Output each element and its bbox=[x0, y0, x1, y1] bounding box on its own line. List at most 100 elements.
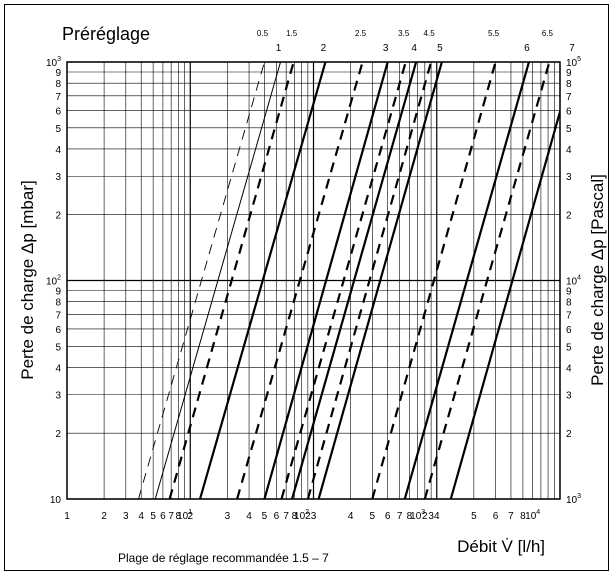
x-axis-label: Débit V̇ [l/h] bbox=[457, 537, 545, 556]
curve-label-1-5: 1.5 bbox=[286, 29, 298, 38]
x-tick-label: 8 bbox=[176, 511, 182, 522]
y-tick-label-right: 103 bbox=[566, 493, 581, 506]
curve-4-5 bbox=[306, 62, 433, 499]
y-tick-label-right: 9 bbox=[566, 68, 572, 79]
y-tick-label-left: 3 bbox=[55, 391, 61, 402]
x-tick-label: 101 bbox=[177, 509, 192, 522]
x-tick-label: 3 bbox=[225, 511, 231, 522]
y-tick-label-left: 102 bbox=[46, 275, 61, 288]
y-tick-label-right: 7 bbox=[566, 92, 572, 103]
curve-0-5 bbox=[138, 62, 265, 499]
plot-border bbox=[66, 61, 561, 500]
curve-label-5: 5 bbox=[437, 43, 443, 54]
y-axis-label-right: Perte de charge Δp [Pascal] bbox=[588, 174, 607, 386]
y-tick-label-left: 3 bbox=[55, 172, 61, 183]
curve-2 bbox=[198, 62, 327, 499]
y-tick-label-left: 8 bbox=[55, 298, 61, 309]
y-tick-label-right: 105 bbox=[566, 56, 581, 69]
x-tick-label: 102 bbox=[294, 509, 309, 522]
x-tick-label: 2 bbox=[187, 511, 193, 522]
y-tick-label-right: 8 bbox=[566, 79, 572, 90]
x-tick-label: 3 bbox=[311, 511, 317, 522]
y-tick-label-left: 9 bbox=[55, 286, 61, 297]
curve-5-5 bbox=[371, 62, 497, 499]
x-tick-label: 7 bbox=[397, 511, 403, 522]
y-tick-label-left: 4 bbox=[55, 145, 61, 156]
curve-label-2: 2 bbox=[321, 43, 327, 54]
x-tick-label: 8 bbox=[292, 511, 298, 522]
curve-label-6: 6 bbox=[524, 43, 530, 54]
chart-frame bbox=[4, 4, 609, 571]
y-tick-label-left: 4 bbox=[55, 363, 61, 374]
y-tick-label-right: 5 bbox=[566, 124, 572, 135]
curve-label-5-5: 5.5 bbox=[488, 29, 500, 38]
x-tick-label: 5 bbox=[370, 511, 376, 522]
y-tick-label-left: 103 bbox=[46, 56, 61, 69]
x-tick-label: 6 bbox=[385, 511, 391, 522]
x-tick-label: 2 bbox=[101, 511, 107, 522]
x-tick-label: 7 bbox=[168, 511, 174, 522]
y-tick-label-right: 2 bbox=[566, 211, 572, 222]
curve-6-5 bbox=[423, 62, 551, 499]
curve-label-3: 3 bbox=[383, 43, 389, 54]
y-tick-label-left: 8 bbox=[55, 79, 61, 90]
y-tick-label-left: 10 bbox=[50, 495, 62, 506]
y-tick-label-left: 7 bbox=[55, 92, 61, 103]
y-tick-label-right: 3 bbox=[566, 391, 572, 402]
x-tick-label: 5 bbox=[150, 511, 156, 522]
x-tick-label: 4 bbox=[348, 511, 354, 522]
curve-label-3-5: 3.5 bbox=[398, 29, 410, 38]
curve-1 bbox=[154, 62, 281, 499]
x-tick-label: 4 bbox=[434, 511, 440, 522]
x-tick-label: 3 bbox=[123, 511, 129, 522]
y-tick-label-right: 7 bbox=[566, 310, 572, 321]
x-tick-label: 8 bbox=[407, 511, 413, 522]
y-tick-label-right: 5 bbox=[566, 342, 572, 353]
x-tick-label: 3 bbox=[428, 511, 434, 522]
y-tick-label-right: 4 bbox=[566, 145, 572, 156]
x-tick-label: 2 bbox=[305, 511, 311, 522]
x-tick-label: 4 bbox=[138, 511, 144, 522]
curve-3 bbox=[263, 62, 389, 499]
x-tick-label: 104 bbox=[525, 509, 540, 522]
y-tick-label-right: 8 bbox=[566, 298, 572, 309]
y-axis-label-left: Perte de charge Δp [mbar] bbox=[18, 180, 37, 379]
y-tick-label-left: 5 bbox=[55, 124, 61, 135]
x-tick-label: 1 bbox=[64, 511, 70, 522]
curve-label-1: 1 bbox=[276, 43, 282, 54]
x-tick-label: 7 bbox=[508, 511, 514, 522]
curve-4 bbox=[291, 62, 418, 499]
curve-label-2-5: 2.5 bbox=[355, 29, 367, 38]
curve-label-6-5: 6.5 bbox=[542, 29, 554, 38]
y-tick-label-left: 6 bbox=[55, 106, 61, 117]
y-tick-label-right: 6 bbox=[566, 325, 572, 336]
curve-label-4: 4 bbox=[411, 43, 417, 54]
recommended-range-note: Plage de réglage recommandée 1.5 – 7 bbox=[118, 551, 329, 565]
x-tick-label: 4 bbox=[246, 511, 252, 522]
curve-3-5 bbox=[280, 62, 407, 499]
x-tick-label: 7 bbox=[283, 511, 289, 522]
x-tick-label: 6 bbox=[274, 511, 280, 522]
x-tick-label: 5 bbox=[471, 511, 477, 522]
curve-5 bbox=[317, 62, 443, 499]
x-tick-label: 2 bbox=[422, 511, 428, 522]
curve-label-0-5: 0.5 bbox=[257, 29, 269, 38]
curves bbox=[138, 62, 560, 499]
curve-6 bbox=[403, 62, 531, 499]
y-tick-label-left: 2 bbox=[55, 429, 61, 440]
y-tick-label-right: 104 bbox=[566, 275, 581, 288]
y-tick-label-right: 6 bbox=[566, 106, 572, 117]
y-tick-label-right: 4 bbox=[566, 363, 572, 374]
y-tick-label-left: 5 bbox=[55, 342, 61, 353]
x-tick-label: 6 bbox=[160, 511, 166, 522]
y-tick-label-right: 3 bbox=[566, 172, 572, 183]
curve-label-7: 7 bbox=[569, 43, 575, 54]
y-tick-label-left: 9 bbox=[55, 68, 61, 79]
curve-label-4-5: 4.5 bbox=[424, 29, 436, 38]
chart-title: Préréglage bbox=[62, 24, 150, 44]
y-tick-label-left: 2 bbox=[55, 211, 61, 222]
